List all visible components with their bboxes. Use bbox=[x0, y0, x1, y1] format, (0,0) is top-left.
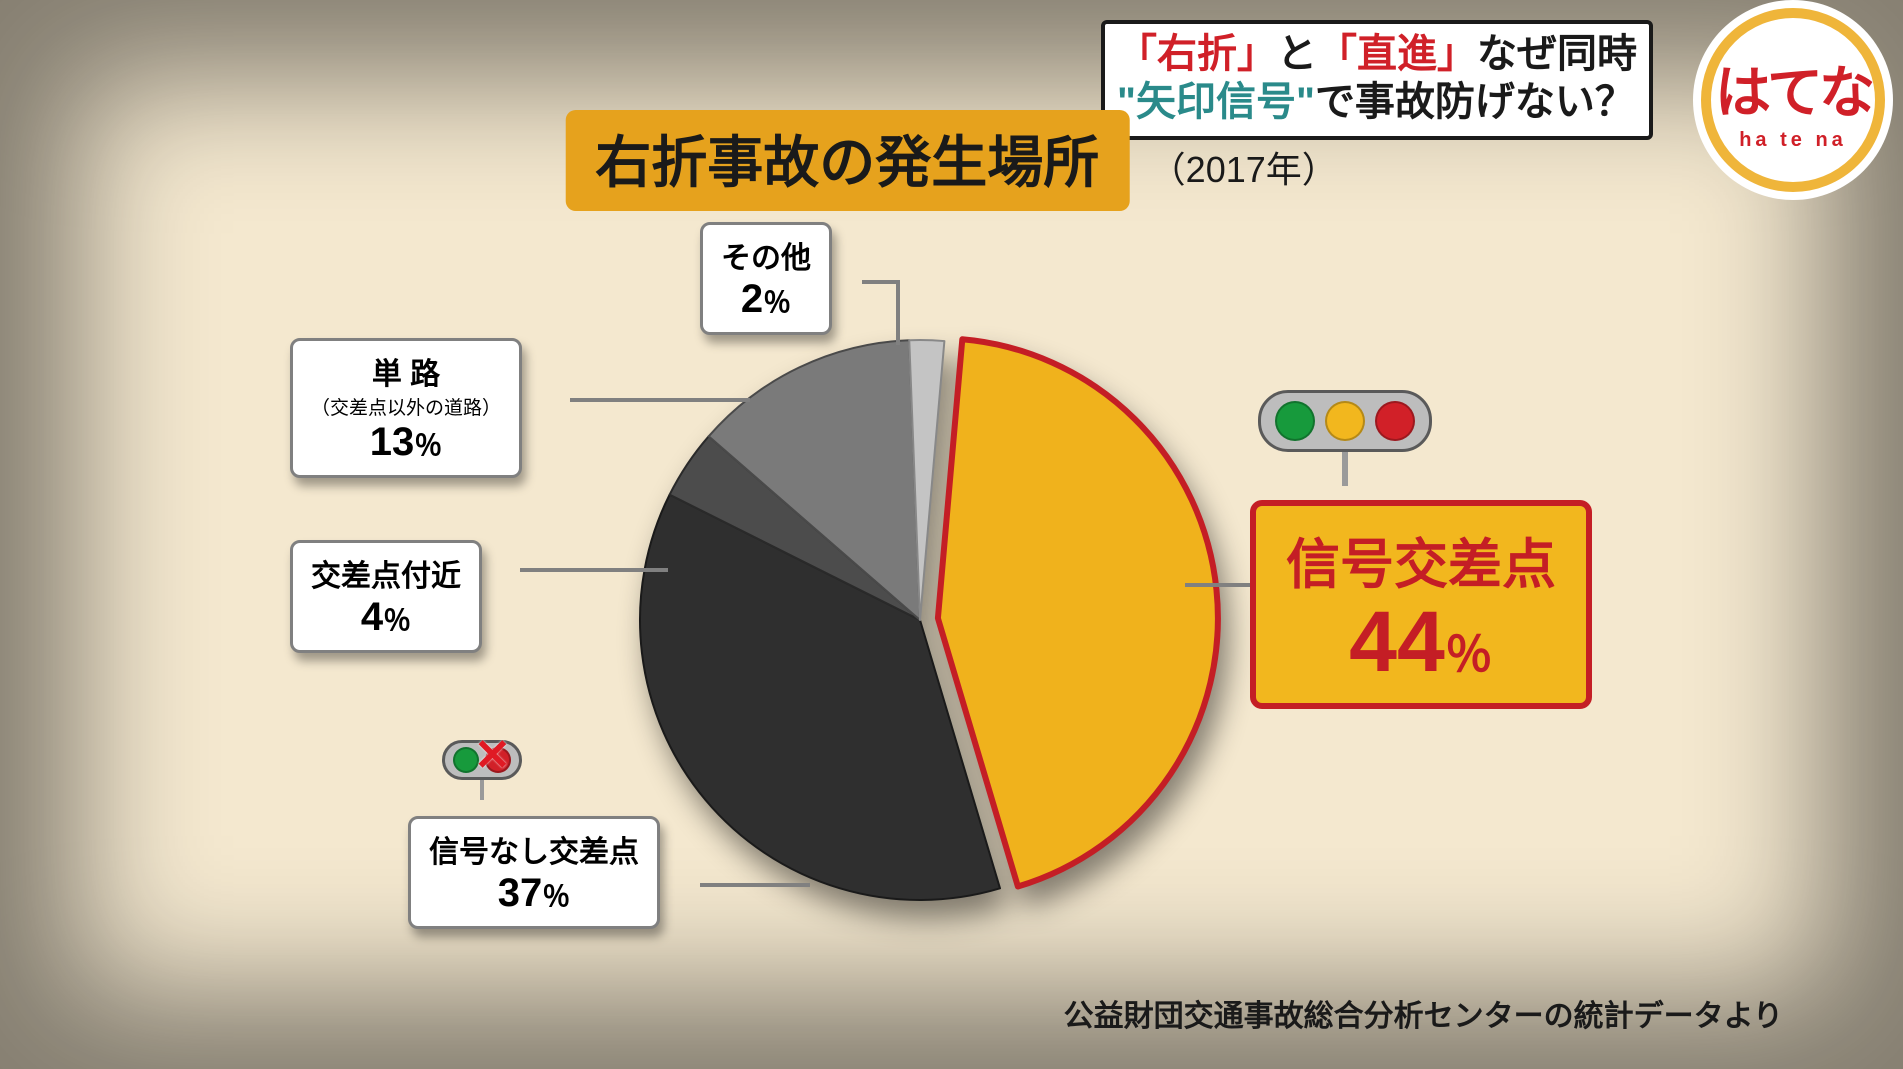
label-single-sub: （交差点以外の道路） bbox=[311, 393, 501, 420]
highlight-box: 信号交差点 44％ bbox=[1250, 500, 1592, 709]
label-near-title: 交差点付近 bbox=[311, 551, 461, 595]
traffic-light-icon bbox=[1258, 390, 1432, 486]
pie-chart bbox=[600, 300, 1240, 940]
no-signal-x-icon: ✕ bbox=[474, 730, 511, 781]
label-single: 単 路 （交差点以外の道路） 13％ bbox=[290, 338, 522, 478]
traffic-light-pole bbox=[1342, 452, 1348, 486]
label-nosignal-title: 信号なし交差点 bbox=[429, 827, 639, 871]
highlight-pct: 44％ bbox=[1286, 599, 1556, 685]
label-nosignal: 信号なし交差点 37％ bbox=[408, 816, 660, 929]
traffic-light-body bbox=[1258, 390, 1432, 452]
hatena-ring bbox=[1701, 8, 1885, 192]
label-other: その他 2％ bbox=[700, 222, 832, 335]
title-year: （2017年） bbox=[1150, 149, 1338, 190]
label-near-pct: 4％ bbox=[311, 595, 461, 640]
title-pill: 右折事故の発生場所 bbox=[565, 110, 1129, 211]
pie-slice-signal bbox=[938, 339, 1218, 886]
label-other-pct: 2％ bbox=[721, 277, 811, 322]
hatena-logo: はてな ha te na bbox=[1693, 0, 1893, 200]
traffic-light-nosignal-icon: ✕ bbox=[442, 740, 522, 800]
title-wrap: 右折事故の発生場所 （2017年） bbox=[565, 110, 1338, 211]
source-note: 公益財団交通事故総合分析センターの統計データより bbox=[1064, 991, 1783, 1035]
label-single-pct: 13％ bbox=[311, 420, 501, 465]
headline-line-1: 「右折」と「直進」なぜ同時 bbox=[1117, 30, 1637, 78]
label-other-title: その他 bbox=[721, 233, 811, 277]
stage: 「右折」と「直進」なぜ同時 "矢印信号"で事故防げない？ はてな ha te n… bbox=[0, 0, 1903, 1069]
traffic-light-small-pole bbox=[480, 780, 484, 800]
label-nosignal-pct: 37％ bbox=[429, 871, 639, 916]
highlight-title: 信号交差点 bbox=[1286, 520, 1556, 599]
label-single-title: 単 路 bbox=[311, 349, 501, 393]
label-near: 交差点付近 4％ bbox=[290, 540, 482, 653]
